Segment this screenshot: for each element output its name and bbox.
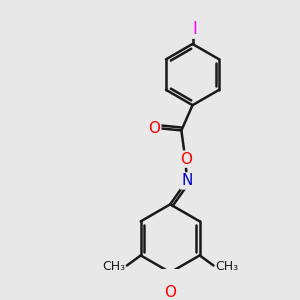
Text: CH₃: CH₃ <box>215 260 238 273</box>
Text: N: N <box>181 173 192 188</box>
Text: CH₃: CH₃ <box>102 260 126 273</box>
Text: I: I <box>192 20 197 38</box>
Text: O: O <box>180 152 192 166</box>
Text: O: O <box>164 285 176 300</box>
Text: O: O <box>148 121 160 136</box>
